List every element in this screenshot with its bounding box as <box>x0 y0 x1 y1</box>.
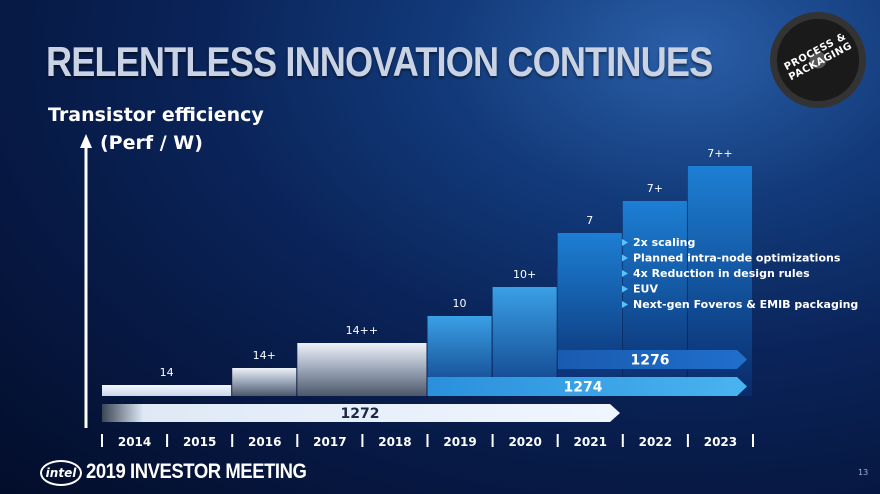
axis-tick <box>426 434 429 447</box>
event-name: 2019 INVESTOR MEETING <box>86 460 307 483</box>
year-label: 2019 <box>443 435 476 449</box>
year-label: 2017 <box>313 435 346 449</box>
slide-title: RELENTLESS INNOVATION CONTINUES <box>46 38 713 85</box>
axis-tick <box>491 434 494 447</box>
axis-tick <box>556 434 559 447</box>
node-bar <box>557 233 622 396</box>
node-label: 7++ <box>707 147 732 160</box>
process-arrow <box>102 404 620 422</box>
node-bar <box>102 385 232 396</box>
intel-logo: intel <box>40 460 82 486</box>
year-label: 2021 <box>574 435 607 449</box>
year-label: 2014 <box>118 435 151 449</box>
node-label: 14++ <box>346 324 378 337</box>
year-label: 2022 <box>639 435 672 449</box>
axis-tick <box>361 434 364 447</box>
axis-tick <box>621 434 624 447</box>
axis-tick <box>101 434 103 447</box>
year-label: 2020 <box>508 435 541 449</box>
node-label: 14+ <box>253 349 276 362</box>
page-number: 13 <box>858 468 869 477</box>
node-label: 7 <box>586 214 593 227</box>
node-bar <box>232 368 297 396</box>
x-axis: 2014 2015 2016 2017 2018 2019 2020 2021 2022 2023 <box>101 434 754 449</box>
node-label: 10+ <box>513 268 536 281</box>
process-label: 1272 <box>341 406 380 422</box>
y-axis-label-line1: Transistor efficiency <box>48 104 264 126</box>
node-label: 7+ <box>647 182 663 195</box>
axis-tick <box>296 434 299 447</box>
axis-tick <box>752 434 754 447</box>
axis-tick <box>231 434 234 447</box>
process-arrow <box>557 350 747 369</box>
node-bar <box>297 343 427 396</box>
y-axis-label-line2: (Perf / W) <box>100 132 203 154</box>
bullet-arrow-icon <box>622 254 628 262</box>
bullet-arrow-icon <box>622 285 628 293</box>
annotation-item: EUV <box>633 283 658 296</box>
annotation-item: Next-gen Foveros & EMIB packaging <box>633 298 858 311</box>
bullet-arrow-icon <box>622 270 628 277</box>
annotation-item: 2x scaling <box>633 236 695 249</box>
annotation-list: 2x scaling Planned intra-node optimizatio… <box>622 236 858 311</box>
process-label: 1276 <box>631 353 670 369</box>
node-label: 10 <box>453 297 467 310</box>
year-label: 2018 <box>378 435 411 449</box>
process-packaging-badge: PROCESS & PACKAGING <box>770 12 866 108</box>
year-label: 2023 <box>704 435 737 449</box>
bullet-arrow-icon <box>622 301 628 308</box>
y-axis-arrow <box>80 134 92 428</box>
process-arrow <box>427 377 747 396</box>
axis-tick <box>166 434 169 447</box>
year-label: 2015 <box>183 435 216 449</box>
bullet-arrow-icon <box>622 239 628 246</box>
year-label: 2016 <box>248 435 281 449</box>
axis-tick <box>686 434 689 447</box>
process-timelines: 1272 1274 1276 <box>102 350 747 422</box>
process-label: 1274 <box>564 380 603 396</box>
annotation-item: Planned intra-node optimizations <box>633 252 841 265</box>
annotation-item: 4x Reduction in design rules <box>633 267 810 280</box>
node-label: 14 <box>160 366 174 379</box>
